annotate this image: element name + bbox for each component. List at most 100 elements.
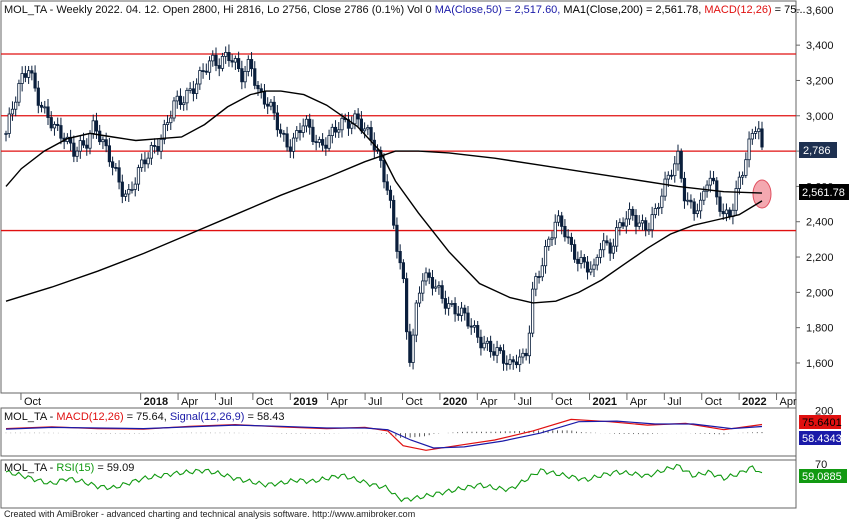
candle-body xyxy=(172,100,176,119)
candle-body xyxy=(540,265,544,278)
candle-body xyxy=(220,55,225,69)
candle-body xyxy=(492,351,496,356)
macd-badge-text: 75.6401 xyxy=(802,417,842,429)
candle-body xyxy=(489,340,493,353)
ma200-line xyxy=(5,150,763,302)
candle-body xyxy=(321,139,325,146)
candle-body xyxy=(585,261,590,273)
candle-body xyxy=(395,224,399,252)
candle-body xyxy=(117,167,121,183)
candle-body xyxy=(550,237,554,240)
time-tick-label: Oct xyxy=(256,396,273,408)
candle-body xyxy=(440,285,444,299)
candle-body xyxy=(120,181,124,197)
candle-body xyxy=(230,60,234,63)
candle-body xyxy=(327,135,331,149)
candle-body xyxy=(78,140,82,152)
candle-body xyxy=(288,146,292,152)
candle-body xyxy=(592,264,596,270)
candle-body xyxy=(33,72,37,89)
candle-body xyxy=(182,102,186,106)
time-tick-label: Apr xyxy=(630,396,647,408)
candle-body xyxy=(249,59,254,70)
price-tick-label: 2,400 xyxy=(806,217,834,229)
candle-body xyxy=(317,139,321,143)
candle-body xyxy=(385,181,389,191)
candle-body xyxy=(195,83,199,94)
candle-body xyxy=(757,128,761,132)
price-tick-label: 2,000 xyxy=(806,287,834,299)
candle-body xyxy=(330,126,334,136)
rsi-header: MOL_TA - RSI(15) = 59.09 xyxy=(4,462,134,474)
header-symbol: MOL_TA xyxy=(4,4,48,16)
rsi-badge: 59.0885 xyxy=(799,469,847,483)
macd-axis: 200 xyxy=(815,405,833,417)
candle-body xyxy=(576,258,580,264)
candle-body xyxy=(104,139,108,147)
macd-header-macd: MACD(12,26) xyxy=(56,411,123,423)
candle-body xyxy=(501,350,506,364)
candle-body xyxy=(49,117,53,129)
time-tick-label: Apr xyxy=(331,396,348,408)
candle-body xyxy=(237,58,241,70)
candle-body xyxy=(130,188,134,191)
candle-body xyxy=(721,211,725,215)
time-tick-label: Oct xyxy=(555,396,572,408)
candle-body xyxy=(463,307,467,314)
candle-body xyxy=(207,60,212,73)
candle-body xyxy=(417,292,422,304)
candle-body xyxy=(388,189,393,201)
time-tick-label: Jul xyxy=(667,396,681,408)
candle-body xyxy=(127,189,131,195)
candle-body xyxy=(518,356,522,366)
macd-header-signal: Signal(12,26,9) xyxy=(170,411,245,423)
candle-body xyxy=(217,65,221,69)
candle-body xyxy=(631,208,635,216)
signal-badge-text: 58.4343 xyxy=(802,433,842,445)
candle-body xyxy=(543,246,548,267)
candle-body xyxy=(382,160,386,183)
candle-body xyxy=(333,126,338,133)
candle-body xyxy=(411,334,415,363)
candle-body xyxy=(741,175,745,178)
candle-body xyxy=(498,347,502,352)
candle-body xyxy=(185,89,189,104)
candle-body xyxy=(46,106,50,118)
candle-body xyxy=(760,128,764,148)
candle-body xyxy=(627,208,632,220)
close-badge: 2,786 xyxy=(799,142,837,158)
rsi-header-rsi-val: = 59.09 xyxy=(94,462,134,474)
candle-body xyxy=(10,108,15,115)
candle-body xyxy=(314,141,318,144)
candle-body xyxy=(123,193,128,197)
time-tick-label: 2020 xyxy=(443,396,467,408)
candle-body xyxy=(169,117,173,124)
header-ma50: MA(Close,50) = 2,517.60, xyxy=(435,4,564,16)
candle-body xyxy=(27,70,31,78)
candle-body xyxy=(136,167,141,185)
candle-body xyxy=(660,195,664,208)
candle-body xyxy=(298,130,302,133)
rsi-header-sep: - xyxy=(47,462,57,474)
candle-body xyxy=(618,222,622,229)
candle-body xyxy=(214,54,218,66)
candle-body xyxy=(686,199,690,202)
candle-body xyxy=(424,272,428,282)
candle-body xyxy=(521,352,525,358)
ma200-badge-text: 2,561.78 xyxy=(802,187,845,199)
candle-body xyxy=(472,325,477,328)
candle-body xyxy=(211,54,215,62)
candle-body xyxy=(143,159,147,165)
time-tick-label: Apr xyxy=(480,396,497,408)
macd-header-macd-val: = 75.64, xyxy=(124,411,170,423)
candle-body xyxy=(7,113,11,134)
candle-body xyxy=(505,362,509,365)
candle-body xyxy=(14,101,18,110)
candle-body xyxy=(153,145,157,147)
candle-body xyxy=(695,210,699,215)
candle-body xyxy=(527,332,531,357)
candle-body xyxy=(414,302,418,336)
candle-body xyxy=(140,159,144,169)
candle-body xyxy=(224,52,228,57)
candle-body xyxy=(72,142,76,157)
